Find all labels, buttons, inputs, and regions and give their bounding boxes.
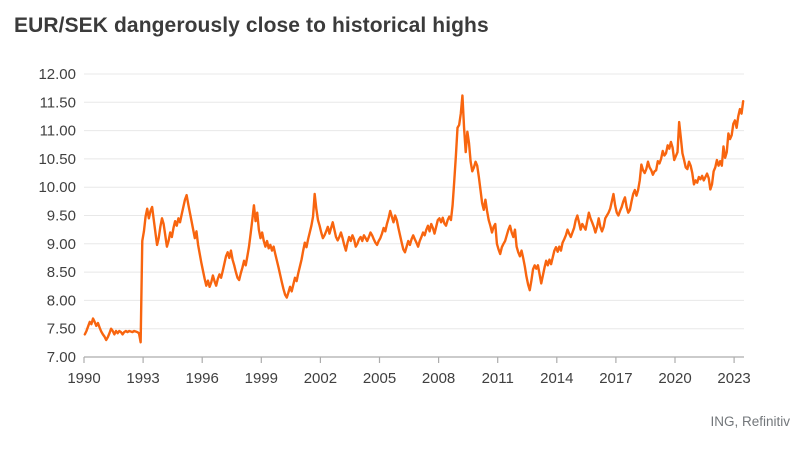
- x-axis-labels: 1990 1993 1996 1999 2002 2005 2008 2011 2014 2017…: [67, 370, 750, 387]
- svg-text:7.50: 7.50: [47, 321, 76, 338]
- source-attribution: ING, Refinitiv: [710, 414, 790, 429]
- svg-text:2011: 2011: [482, 370, 514, 387]
- svg-text:2014: 2014: [540, 370, 573, 387]
- svg-text:2017: 2017: [599, 370, 632, 387]
- chart-title: EUR/SEK dangerously close to historical …: [14, 14, 489, 37]
- svg-text:2008: 2008: [422, 370, 455, 387]
- y-axis-labels: 7.00 7.50 8.00 8.50 9.00 9.50 10.00 10.50 11.00 1…: [38, 66, 76, 366]
- svg-text:10.50: 10.50: [38, 151, 76, 168]
- svg-text:1990: 1990: [67, 370, 100, 387]
- x-axis: [83, 356, 744, 363]
- svg-text:8.00: 8.00: [47, 292, 76, 309]
- svg-text:12.00: 12.00: [38, 66, 76, 83]
- svg-text:11.00: 11.00: [40, 123, 76, 140]
- svg-text:7.00: 7.00: [47, 349, 76, 366]
- svg-text:2023: 2023: [717, 370, 750, 387]
- svg-text:2005: 2005: [363, 370, 396, 387]
- gridlines: [84, 73, 744, 330]
- svg-text:1996: 1996: [186, 370, 219, 387]
- svg-text:11.50: 11.50: [40, 94, 76, 111]
- svg-text:10.00: 10.00: [38, 179, 76, 196]
- svg-text:2002: 2002: [304, 370, 337, 387]
- svg-text:9.50: 9.50: [47, 208, 76, 225]
- svg-text:2020: 2020: [658, 370, 691, 387]
- svg-text:1999: 1999: [245, 370, 278, 387]
- svg-text:8.50: 8.50: [47, 264, 76, 281]
- svg-text:1993: 1993: [126, 370, 159, 387]
- eursek-series-line: [83, 94, 745, 344]
- svg-text:9.00: 9.00: [47, 236, 76, 253]
